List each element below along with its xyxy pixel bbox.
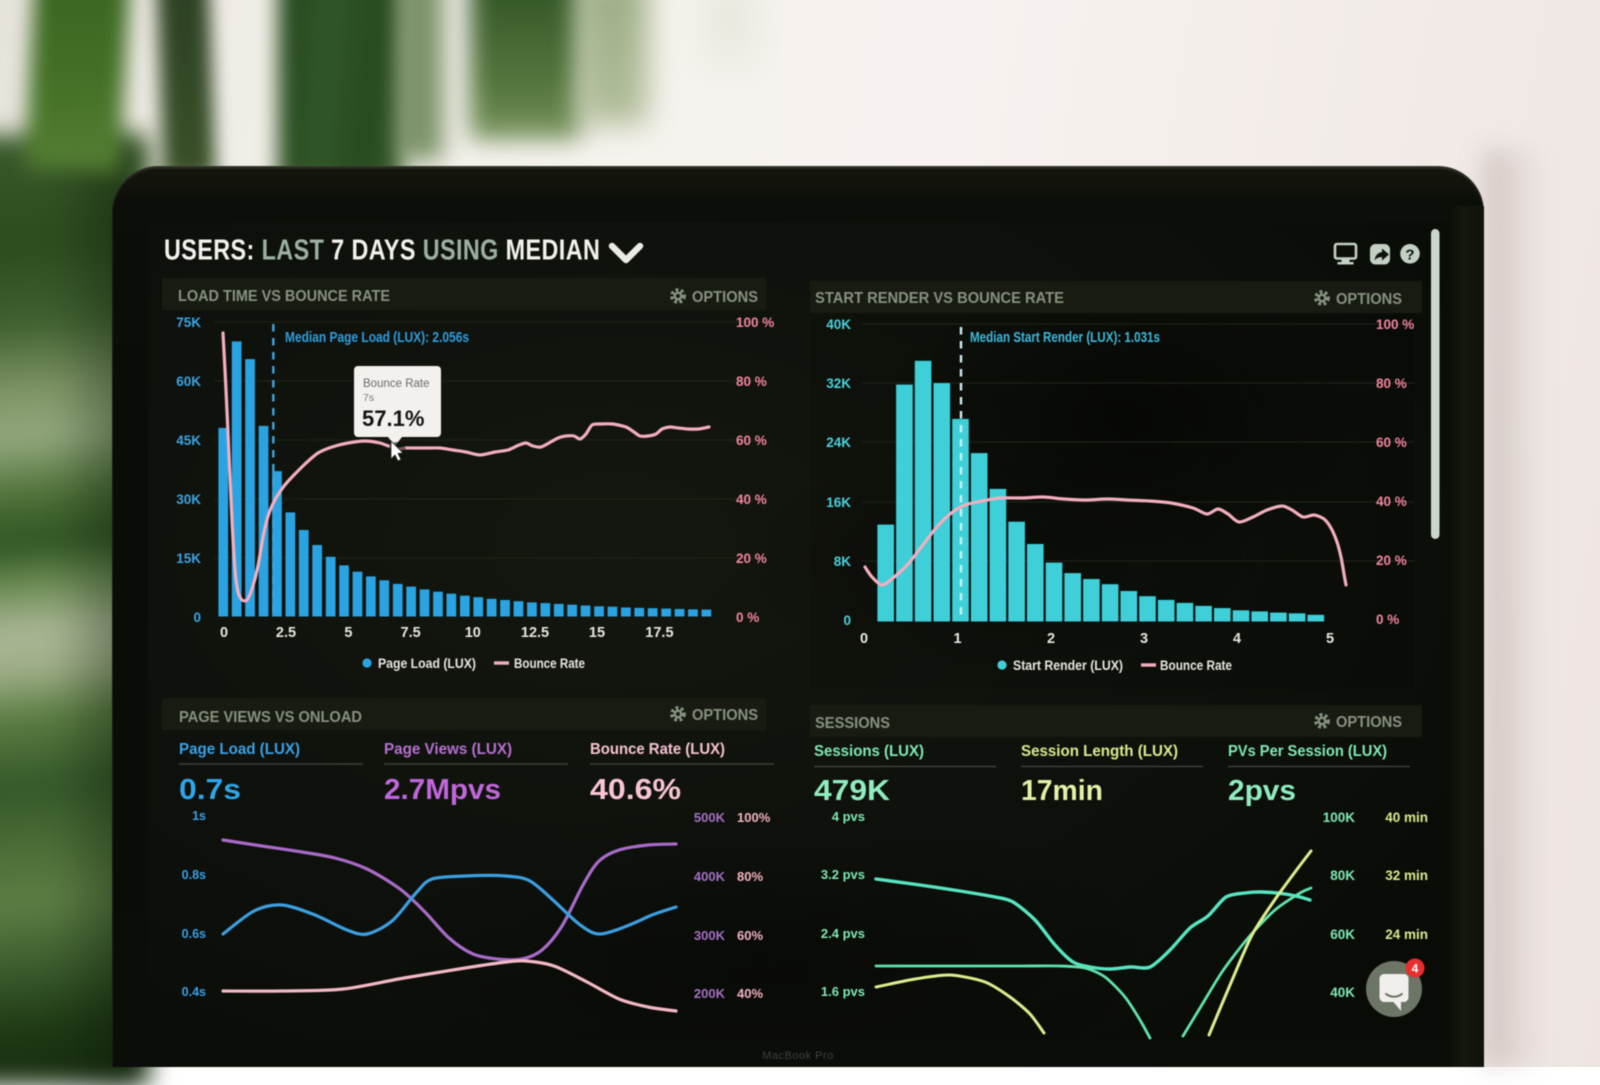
svg-text:12.5: 12.5 [521,625,549,641]
svg-text:17.5: 17.5 [645,625,673,641]
svg-text:400K: 400K [694,869,726,884]
svg-text:PVs Per Session (LUX): PVs Per Session (LUX) [1228,743,1387,760]
svg-text:40K: 40K [1330,985,1355,1000]
svg-text:2.7Mpvs: 2.7Mpvs [384,774,501,806]
svg-text:60%: 60% [737,928,763,943]
svg-text:Page Views (LUX): Page Views (LUX) [384,741,512,758]
svg-text:4: 4 [1233,631,1241,647]
svg-text:57.1%: 57.1% [362,406,424,431]
svg-text:Session Length (LUX): Session Length (LUX) [1021,743,1178,760]
svg-text:5: 5 [1326,631,1334,647]
svg-text:75K: 75K [176,315,201,330]
svg-text:0 %: 0 % [1376,612,1399,627]
svg-text:100 %: 100 % [736,315,774,330]
svg-text:OPTIONS: OPTIONS [692,707,758,724]
svg-text:0: 0 [860,631,868,647]
svg-text:16K: 16K [826,495,851,510]
svg-text:Page Load (LUX): Page Load (LUX) [378,656,476,671]
svg-text:7.5: 7.5 [401,625,421,641]
svg-text:Median Page Load (LUX): 2.056s: Median Page Load (LUX): 2.056s [285,330,469,346]
svg-text:80 %: 80 % [1376,376,1407,391]
svg-text:0 %: 0 % [736,610,759,625]
svg-text:PAGE VIEWS VS ONLOAD: PAGE VIEWS VS ONLOAD [179,709,362,726]
svg-text:60K: 60K [1330,927,1355,942]
svg-text:USERS: LAST 7 DAYS USING MEDIA: USERS: LAST 7 DAYS USING MEDIAN [164,233,600,266]
svg-text:2: 2 [1047,631,1055,647]
svg-text:OPTIONS: OPTIONS [1336,714,1402,731]
svg-text:20 %: 20 % [736,551,767,566]
svg-text:32K: 32K [826,376,851,391]
svg-text:80 %: 80 % [736,374,767,389]
svg-text:1s: 1s [192,809,206,823]
svg-text:10: 10 [465,625,481,641]
svg-text:0.7s: 0.7s [179,774,241,806]
svg-text:80K: 80K [1330,868,1355,883]
svg-text:Bounce Rate: Bounce Rate [363,378,430,390]
svg-text:40%: 40% [737,986,763,1001]
svg-text:Bounce Rate: Bounce Rate [1160,658,1232,673]
svg-text:OPTIONS: OPTIONS [1336,291,1402,308]
svg-text:40K: 40K [826,317,851,332]
svg-text:15K: 15K [176,551,201,566]
svg-text:Median Start Render (LUX): 1.0: Median Start Render (LUX): 1.031s [970,330,1160,346]
svg-text:479K: 479K [814,775,890,807]
svg-text:Sessions (LUX): Sessions (LUX) [814,743,924,760]
svg-text:0: 0 [193,610,201,625]
svg-text:LOAD TIME VS BOUNCE RATE: LOAD TIME VS BOUNCE RATE [178,288,390,305]
svg-text:60 %: 60 % [736,433,767,448]
svg-text:7s: 7s [363,392,374,404]
svg-text:2.4 pvs: 2.4 pvs [821,926,865,941]
svg-text:2.5: 2.5 [276,625,296,641]
svg-text:0.8s: 0.8s [182,868,206,882]
svg-text:SESSIONS: SESSIONS [815,715,890,732]
svg-text:32 min: 32 min [1385,868,1428,883]
svg-text:100%: 100% [737,810,771,825]
svg-text:24 min: 24 min [1385,927,1428,942]
svg-text:0: 0 [843,613,851,628]
svg-text:1: 1 [953,631,961,647]
svg-text:?: ? [1405,247,1414,264]
svg-text:100K: 100K [1323,810,1356,825]
svg-text:40 %: 40 % [1376,494,1407,509]
svg-text:45K: 45K [176,433,201,448]
svg-text:17min: 17min [1021,775,1103,807]
svg-text:4: 4 [1412,962,1419,976]
svg-text:OPTIONS: OPTIONS [692,289,758,306]
svg-text:200K: 200K [694,986,726,1001]
svg-text:300K: 300K [694,928,726,943]
svg-text:100 %: 100 % [1376,317,1414,332]
svg-text:500K: 500K [694,810,726,825]
svg-text:Bounce Rate (LUX): Bounce Rate (LUX) [590,741,725,758]
svg-text:8K: 8K [834,554,852,569]
svg-text:80%: 80% [737,869,763,884]
svg-text:3: 3 [1140,631,1148,647]
svg-text:20 %: 20 % [1376,553,1407,568]
svg-text:START RENDER VS BOUNCE RATE: START RENDER VS BOUNCE RATE [815,290,1064,307]
svg-text:1.6 pvs: 1.6 pvs [821,984,865,999]
svg-text:0.6s: 0.6s [182,927,206,941]
svg-text:0.4s: 0.4s [182,985,206,999]
svg-text:24K: 24K [826,435,851,450]
svg-text:2pvs: 2pvs [1228,775,1296,807]
svg-text:40.6%: 40.6% [590,774,681,806]
svg-text:30K: 30K [176,492,201,507]
svg-text:3.2 pvs: 3.2 pvs [821,867,865,882]
svg-text:15: 15 [589,625,605,641]
svg-text:Page Load (LUX): Page Load (LUX) [179,741,300,758]
svg-text:40 min: 40 min [1385,810,1428,825]
svg-text:4 pvs: 4 pvs [832,809,865,824]
svg-text:Start Render (LUX): Start Render (LUX) [1013,658,1123,673]
svg-text:40 %: 40 % [736,492,767,507]
svg-text:60 %: 60 % [1376,435,1407,450]
svg-text:5: 5 [344,625,352,641]
svg-text:0: 0 [220,625,228,641]
svg-text:Bounce Rate: Bounce Rate [514,656,585,671]
svg-text:60K: 60K [176,374,201,389]
